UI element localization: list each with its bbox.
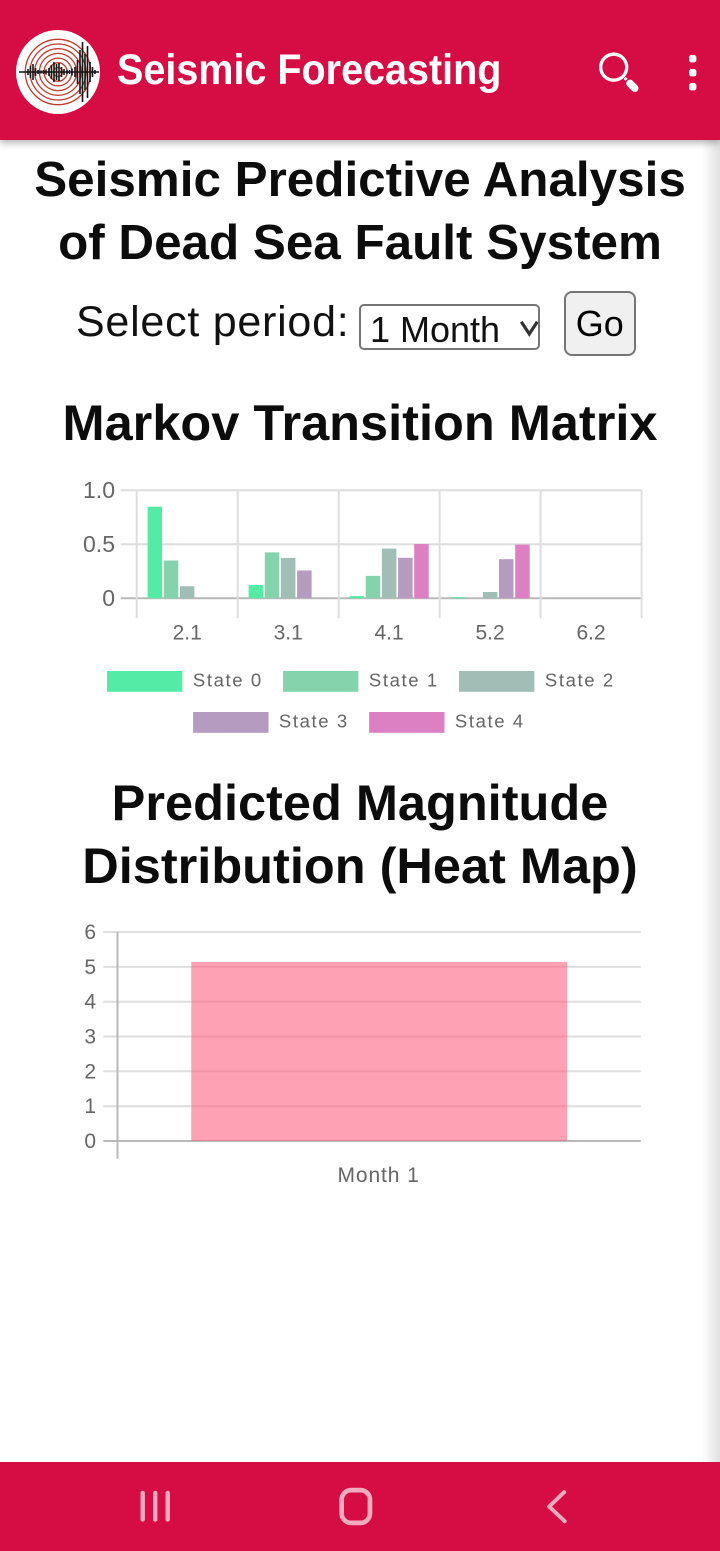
svg-text:1: 1 (84, 1095, 96, 1118)
svg-text:3: 3 (84, 1026, 96, 1049)
svg-text:5: 5 (84, 956, 96, 979)
svg-text:State 3: State 3 (279, 711, 349, 732)
svg-text:4: 4 (84, 991, 96, 1014)
svg-text:5.2: 5.2 (475, 621, 504, 644)
svg-text:0: 0 (84, 1130, 96, 1153)
svg-text:3.1: 3.1 (274, 621, 303, 644)
svg-text:2.1: 2.1 (173, 621, 202, 644)
svg-text:2: 2 (84, 1060, 96, 1083)
svg-text:6.2: 6.2 (576, 621, 605, 644)
svg-text:State 4: State 4 (455, 711, 525, 732)
svg-text:0: 0 (102, 585, 115, 611)
svg-text:State 2: State 2 (545, 670, 615, 691)
svg-text:6: 6 (84, 921, 96, 944)
svg-text:4.1: 4.1 (374, 621, 403, 644)
svg-text:State 0: State 0 (193, 670, 263, 691)
svg-text:1.0: 1.0 (83, 477, 115, 503)
svg-text:Month 1: Month 1 (338, 1164, 420, 1187)
svg-text:State 1: State 1 (369, 670, 439, 691)
svg-text:0.5: 0.5 (83, 531, 115, 557)
